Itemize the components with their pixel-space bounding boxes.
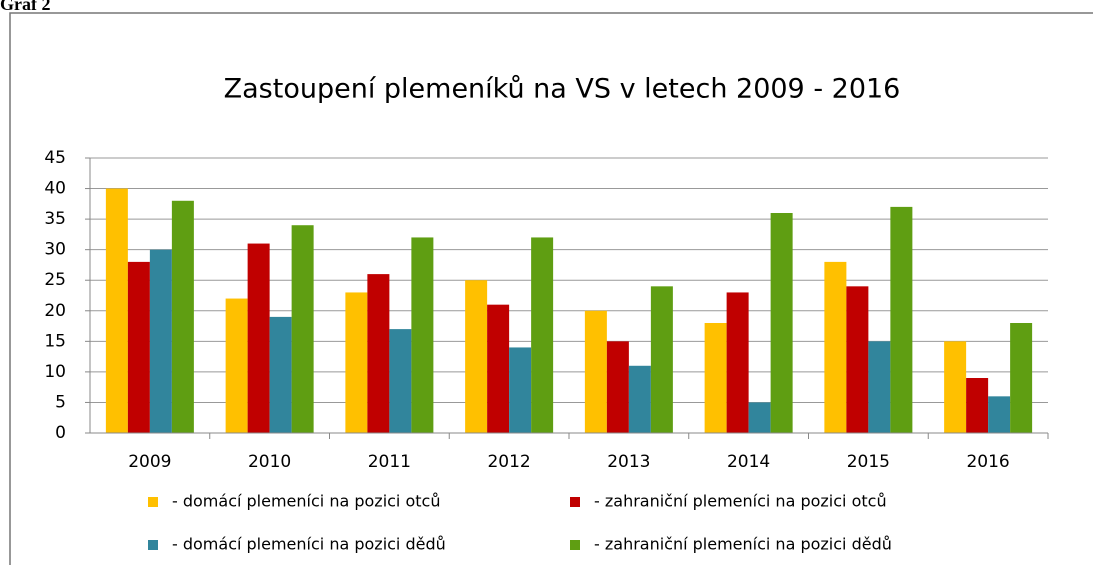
bar: [944, 341, 967, 433]
bar: [606, 341, 629, 433]
y-tick-label: 0: [55, 423, 66, 443]
bar: [105, 188, 128, 433]
bar: [487, 304, 510, 433]
bar: [748, 402, 771, 433]
bar: [966, 378, 989, 433]
bar: [988, 396, 1011, 433]
y-tick-label: 30: [44, 240, 66, 260]
bar: [531, 237, 554, 433]
heading: Graf 2: [0, 0, 50, 14]
legend-swatch: [570, 497, 580, 507]
bar: [726, 292, 749, 433]
chart-title: Zastoupení plemeníků na VS v letech 2009…: [224, 74, 901, 105]
bar: [291, 225, 314, 433]
legend-swatch: [148, 497, 158, 507]
legend-label: - zahraniční plemeníci na pozici otců: [594, 492, 887, 511]
bar: [770, 213, 793, 433]
bar: [846, 286, 869, 433]
bar: [890, 206, 913, 433]
y-tick-label: 5: [55, 392, 66, 412]
bar: [509, 347, 532, 433]
y-tick-label: 25: [44, 270, 66, 290]
bar: [269, 316, 292, 433]
bar: [411, 237, 434, 433]
y-tick-label: 40: [44, 179, 66, 199]
y-tick-label: 45: [44, 148, 66, 168]
bar: [127, 261, 150, 433]
bar: [389, 329, 412, 433]
frame: [9, 12, 1093, 565]
legend-label: - domácí plemeníci na pozici otců: [172, 492, 440, 511]
bar: [1010, 323, 1033, 433]
y-tick-label: 10: [44, 362, 66, 382]
legend-label: - zahraniční plemeníci na pozici dědů: [594, 535, 892, 554]
bar: [149, 249, 172, 433]
y-tick-label: 35: [44, 209, 66, 229]
bar: [465, 280, 488, 433]
bar: [584, 310, 607, 433]
bar: [628, 365, 651, 433]
x-tick-label: 2011: [368, 452, 411, 472]
bar: [367, 274, 390, 433]
x-tick-label: 2016: [966, 452, 1009, 472]
bar: [650, 286, 673, 433]
bar: [225, 298, 248, 433]
x-tick-label: 2009: [128, 452, 171, 472]
bar: [704, 323, 727, 433]
x-tick-label: 2013: [607, 452, 650, 472]
bar: [345, 292, 368, 433]
x-tick-label: 2012: [487, 452, 530, 472]
bar: [868, 341, 891, 433]
bar: [171, 200, 194, 433]
bar: [247, 243, 270, 433]
legend-swatch: [148, 540, 158, 550]
bar: [824, 261, 847, 433]
y-tick-label: 15: [44, 331, 66, 351]
x-tick-label: 2010: [248, 452, 291, 472]
x-tick-label: 2015: [847, 452, 890, 472]
legend-label: - domácí plemeníci na pozici dědů: [172, 535, 446, 554]
y-tick-label: 20: [44, 301, 66, 321]
legend-swatch: [570, 540, 580, 550]
x-tick-label: 2014: [727, 452, 770, 472]
